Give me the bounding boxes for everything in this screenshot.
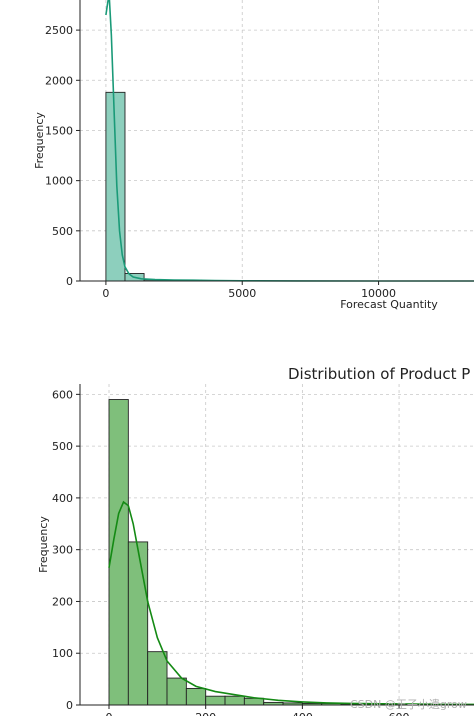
histogram-bar [127,541,149,706]
x-tick-label: 10000 [361,287,396,300]
watermark-text: CSDN @王子小遗grow [350,697,467,711]
y-tick-label: 2000 [45,74,73,87]
x-tick-label: 0 [106,711,113,716]
y-tick-label: 600 [52,388,73,401]
y-tick-label: 1500 [45,124,73,137]
histogram-bar [147,651,168,706]
kde-curve [105,0,474,282]
kde-curve [108,500,474,706]
x-tick-label: 200 [195,711,216,716]
y-axis-label: Frequency [37,516,50,573]
forecast-quantity-histogram: 0 5000 10000 0 500 1000 1500 2000 2500 Frequency F… [33,0,474,311]
x-tick-label: 600 [389,711,410,716]
histogram-bar [224,695,245,706]
y-tick-label: 200 [52,595,73,608]
y-tick-label: 400 [52,492,73,505]
y-tick-label: 0 [66,275,73,288]
x-tick-label: 0 [102,287,109,300]
y-tick-label: 0 [66,699,73,712]
y-tick-label: 2500 [45,24,73,37]
x-tick-label: 5000 [228,287,256,300]
product-distribution-histogram: Distribution of Product P 0 200 400 600 0 100… [37,365,474,716]
y-tick-label: 500 [52,225,73,238]
x-tick-label: 400 [292,711,313,716]
chart-2-title: Distribution of Product P [288,365,470,383]
histogram-bar [185,687,207,706]
y-tick-label: 300 [52,544,73,557]
x-axis-label: Forecast Quantity [340,298,438,311]
y-axis-label: Frequency [33,112,46,169]
histogram-bar [166,677,187,706]
y-tick-label: 100 [52,647,73,660]
y-tick-label: 1000 [45,175,73,188]
histogram-bar [205,695,226,706]
y-tick-label: 500 [52,440,73,453]
